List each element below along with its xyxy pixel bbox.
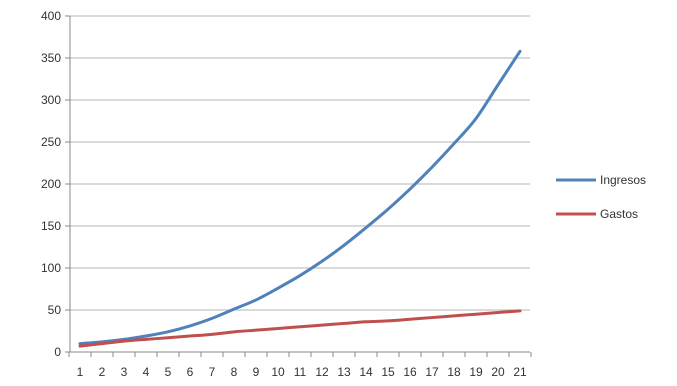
data-point-ingresos <box>211 317 214 320</box>
data-point-gastos <box>321 324 324 327</box>
data-point-gastos <box>123 340 126 343</box>
data-point-gastos <box>431 316 434 319</box>
data-point-ingresos <box>167 330 170 333</box>
y-tick-labels: 0 50 100 150 200 250 300 350 400 <box>41 9 61 359</box>
data-point-gastos <box>475 313 478 316</box>
x-tick-label: 21 <box>513 365 527 379</box>
x-tick-label: 7 <box>209 365 216 379</box>
axes <box>65 15 532 357</box>
x-tick-label: 12 <box>315 365 329 379</box>
data-point-ingresos <box>387 208 390 211</box>
x-tick-label: 6 <box>187 365 194 379</box>
data-point-gastos <box>453 314 456 317</box>
data-point-gastos <box>189 335 192 338</box>
x-tick-label: 9 <box>253 365 260 379</box>
x-tick-labels: 1 2 3 4 5 6 7 8 9 10 11 12 13 14 15 16 17 18 19 20 21 <box>77 365 527 379</box>
data-point-gastos <box>409 318 412 321</box>
data-point-gastos <box>167 336 170 339</box>
data-point-gastos <box>211 333 214 336</box>
data-point-gastos <box>343 322 346 325</box>
x-tick-label: 17 <box>425 365 439 379</box>
x-tick-label: 15 <box>381 365 395 379</box>
data-point-ingresos <box>145 335 148 338</box>
y-tick-label: 200 <box>41 177 61 191</box>
y-tick-label: 0 <box>54 345 61 359</box>
data-point-gastos <box>233 330 236 333</box>
y-tick-label: 350 <box>41 51 61 65</box>
data-point-gastos <box>145 338 148 341</box>
data-point-gastos <box>277 327 280 330</box>
data-point-ingresos <box>453 142 456 145</box>
data-point-ingresos <box>255 298 258 301</box>
data-point-ingresos <box>475 117 478 120</box>
y-tick-label: 150 <box>41 219 61 233</box>
x-tick-label: 5 <box>165 365 172 379</box>
data-point-ingresos <box>343 244 346 247</box>
data-point-gastos <box>101 342 104 345</box>
series-lines <box>78 49 522 348</box>
data-point-ingresos <box>233 308 236 311</box>
legend-label-gastos: Gastos <box>600 207 638 221</box>
x-tick-label: 13 <box>337 365 351 379</box>
data-point-gastos <box>497 311 500 314</box>
data-point-ingresos <box>189 324 192 327</box>
x-tick-label: 3 <box>121 365 128 379</box>
x-tick-label: 16 <box>403 365 417 379</box>
x-tick-label: 14 <box>359 365 373 379</box>
series-line-ingresos <box>78 49 522 346</box>
x-tick-label: 20 <box>491 365 505 379</box>
data-point-gastos <box>79 345 82 348</box>
y-tick-label: 100 <box>41 261 61 275</box>
y-tick-label: 50 <box>48 303 62 317</box>
data-point-ingresos <box>365 226 368 229</box>
data-point-gastos <box>519 309 522 312</box>
x-tick-label: 18 <box>447 365 461 379</box>
y-tick-label: 300 <box>41 93 61 107</box>
grid-lines <box>70 15 530 311</box>
legend-label-ingresos: Ingresos <box>600 173 646 187</box>
y-tick-label: 250 <box>41 135 61 149</box>
data-point-ingresos <box>497 83 500 86</box>
x-tick-label: 8 <box>231 365 238 379</box>
data-point-ingresos <box>277 287 280 290</box>
x-tick-label: 11 <box>294 365 307 379</box>
x-tick-label: 10 <box>271 365 285 379</box>
x-tick-label: 2 <box>99 365 106 379</box>
data-point-ingresos <box>409 188 412 191</box>
data-point-ingresos <box>431 166 434 169</box>
legend: Ingresos Gastos <box>556 173 646 221</box>
x-tick-label: 19 <box>469 365 483 379</box>
data-point-ingresos <box>299 274 302 277</box>
data-point-gastos <box>299 325 302 328</box>
data-point-ingresos <box>519 50 522 53</box>
y-tick-label: 400 <box>41 9 61 23</box>
data-point-gastos <box>255 329 258 332</box>
x-tick-label: 4 <box>143 365 150 379</box>
data-point-ingresos <box>321 260 324 263</box>
series-line-gastos <box>78 309 522 348</box>
x-tick-label: 1 <box>77 365 84 379</box>
data-point-gastos <box>387 319 390 322</box>
data-point-gastos <box>365 320 368 323</box>
